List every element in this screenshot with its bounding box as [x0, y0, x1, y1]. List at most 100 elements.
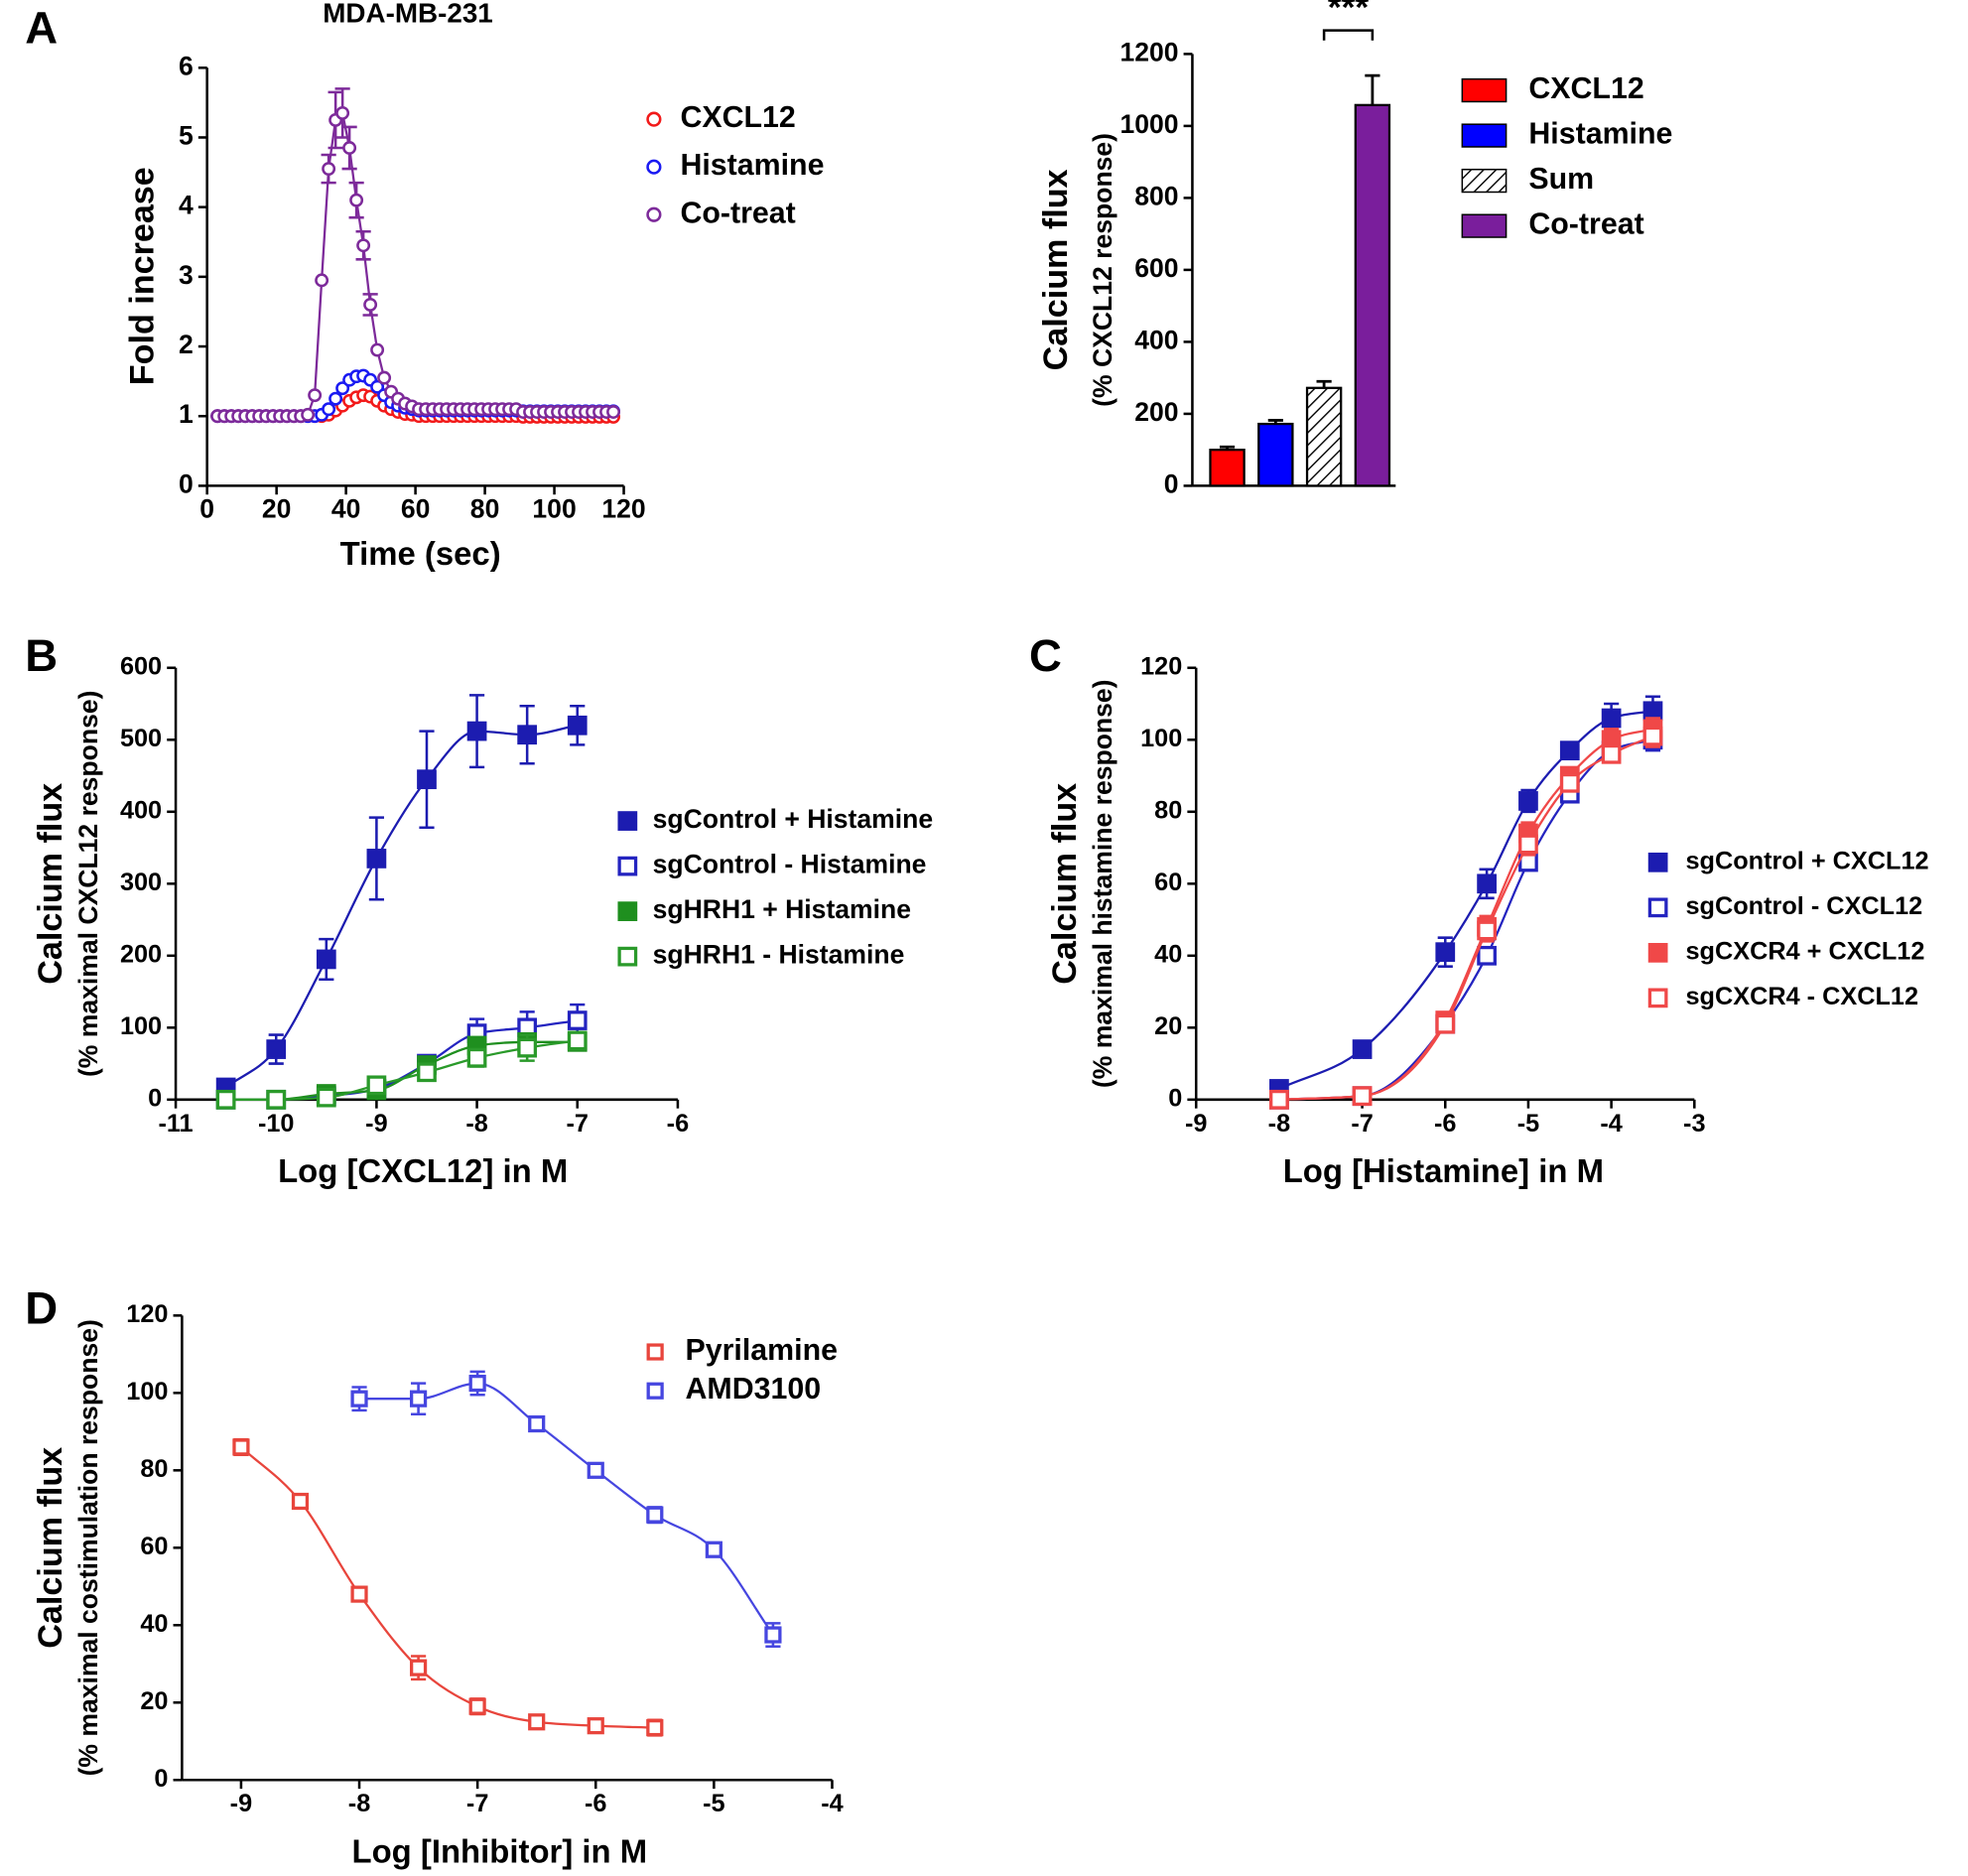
y-tick-label: 200 — [1134, 397, 1178, 427]
x-tick-label: -5 — [703, 1790, 724, 1817]
y-tick-label: 0 — [1168, 1085, 1182, 1113]
chart-title: MDA-MB-231 — [323, 0, 493, 29]
marker — [363, 297, 378, 312]
legend-marker — [1647, 852, 1668, 872]
y-tick-label: 6 — [179, 51, 194, 80]
y-tick-label: 800 — [1134, 181, 1178, 210]
legend-label: Sum — [1528, 163, 1594, 196]
fit-curve — [240, 1446, 655, 1729]
fit-curve — [1278, 710, 1653, 1090]
marker — [409, 1390, 428, 1407]
y-tick-label: 300 — [120, 869, 162, 896]
marker — [606, 405, 620, 419]
legend-label: Histamine — [1528, 118, 1672, 151]
x-tick-label: -11 — [158, 1110, 193, 1138]
marker — [567, 1030, 588, 1051]
marker — [466, 721, 487, 741]
y-tick-label: 500 — [120, 725, 162, 752]
marker — [308, 388, 323, 403]
y-tick-label: 4 — [179, 191, 194, 220]
legend-marker — [1647, 942, 1668, 963]
y-tick-label: 0 — [1164, 469, 1179, 498]
y-tick-label: 400 — [120, 796, 162, 824]
x-tick-label: -8 — [348, 1790, 370, 1817]
y-tick-label: 200 — [120, 940, 162, 968]
y-tick-label: 120 — [126, 1300, 168, 1328]
x-tick-label: 0 — [199, 494, 214, 524]
series-line — [217, 110, 614, 418]
y-tick-label: 40 — [140, 1610, 168, 1638]
x-tick-label: -5 — [1517, 1110, 1539, 1138]
fit-curve — [1278, 728, 1653, 1101]
y-tick-label: 1 — [179, 399, 194, 429]
marker — [322, 162, 336, 177]
y-axis-label: Calcium flux — [32, 783, 69, 985]
legend-label: CXCL12 — [680, 101, 795, 134]
marker — [366, 1075, 387, 1096]
legend-label: AMD3100 — [686, 1373, 822, 1406]
x-tick-label: -4 — [1600, 1110, 1622, 1138]
marker — [1559, 740, 1580, 761]
legend-label: sgHRH1 - Histamine — [653, 940, 905, 970]
x-tick-label: -3 — [1683, 1110, 1705, 1138]
marker — [1352, 1086, 1373, 1107]
marker — [315, 273, 329, 288]
significance-label: *** — [1328, 0, 1370, 28]
x-axis-label: Time (sec) — [340, 535, 501, 572]
x-axis-label: Log [Histamine] in M — [1283, 1152, 1604, 1189]
legend-label: Co-treat — [1528, 208, 1643, 241]
marker — [587, 1461, 604, 1479]
marker — [1352, 1039, 1373, 1059]
marker — [370, 342, 385, 357]
x-axis-label: Log [Inhibitor] in M — [352, 1833, 648, 1870]
y-tick-label: 3 — [179, 260, 194, 290]
marker — [517, 725, 538, 745]
legend-marker — [1647, 897, 1668, 918]
panel-letter: A — [25, 3, 58, 54]
marker — [266, 1039, 287, 1059]
marker — [316, 949, 336, 970]
panel-letter: B — [25, 630, 58, 681]
bar — [1209, 449, 1246, 487]
marker — [1477, 920, 1497, 941]
marker — [291, 1492, 310, 1511]
x-tick-label: -6 — [585, 1790, 606, 1817]
marker — [1435, 1013, 1456, 1034]
marker — [409, 1659, 428, 1676]
x-tick-label: -9 — [1185, 1110, 1207, 1138]
marker — [215, 1089, 236, 1110]
x-tick-label: -9 — [365, 1110, 387, 1138]
legend-label: sgCXCR4 + CXCL12 — [1685, 938, 1924, 966]
x-axis-label: Log [CXCL12] in M — [278, 1152, 568, 1189]
y-tick-label: 600 — [120, 652, 162, 680]
marker — [1601, 743, 1622, 764]
marker — [1559, 772, 1580, 793]
marker — [316, 1087, 336, 1108]
marker — [517, 1037, 538, 1058]
marker — [1435, 942, 1456, 963]
legend-label: sgCXCR4 - CXCL12 — [1685, 983, 1918, 1010]
marker — [646, 1506, 664, 1524]
marker — [328, 391, 343, 406]
legend-marker — [1647, 988, 1668, 1008]
x-tick-label: -4 — [821, 1790, 843, 1817]
marker — [587, 1717, 604, 1735]
y-tick-label: 1000 — [1119, 109, 1178, 139]
legend-marker — [646, 1382, 664, 1400]
y-tick-label: 2 — [179, 330, 194, 359]
marker — [1477, 873, 1497, 894]
marker — [1518, 791, 1538, 811]
y-tick-label: 40 — [1154, 940, 1182, 968]
y-tick-label: 5 — [179, 120, 194, 150]
marker — [1518, 834, 1538, 855]
marker — [1601, 708, 1622, 729]
legend-marker — [646, 159, 662, 175]
marker — [301, 407, 316, 422]
x-tick-label: -9 — [230, 1790, 252, 1817]
marker — [417, 1062, 437, 1083]
x-tick-label: 80 — [470, 494, 500, 524]
y-axis-label: Calcium flux — [1037, 169, 1075, 370]
marker — [349, 193, 364, 207]
x-tick-label: -7 — [466, 1790, 488, 1817]
